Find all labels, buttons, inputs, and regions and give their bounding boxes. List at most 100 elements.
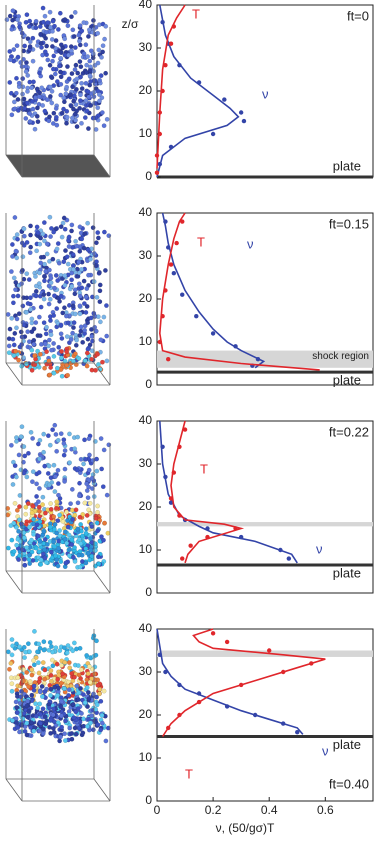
profile-point [171,271,177,276]
particle [25,501,31,506]
particle [5,506,11,511]
y-tick-label: 0 [145,793,152,807]
particle [97,288,103,294]
particle [21,226,27,232]
particle [41,529,47,534]
particle [25,73,31,78]
particle [33,545,39,551]
particle [82,500,88,506]
particle [73,62,79,68]
particle [63,560,69,566]
profile-point [157,110,163,115]
particle [35,533,41,539]
particle [70,252,76,257]
particle [27,39,33,45]
profile-point [166,245,171,250]
particle [4,17,10,23]
particle [17,644,22,650]
particle [15,236,20,242]
particle [20,84,26,90]
particle [62,536,68,542]
particle [69,736,75,742]
y-tick-label: 20 [139,499,153,513]
particle [42,714,48,720]
particle [74,337,79,343]
profile-point [166,725,171,731]
particle [53,114,59,120]
x-axis-label: ν, (50/gσ)T [216,821,275,835]
particle [37,539,43,544]
particle [24,720,30,726]
particle [37,241,43,247]
particle [27,250,33,256]
box-edge [93,362,111,386]
profile-point [163,474,168,480]
particle [32,353,38,359]
particle [27,44,33,49]
particle [77,514,83,520]
particle [10,300,16,306]
particle [103,23,109,29]
particle [10,254,15,259]
particle [48,717,54,723]
particle [100,484,106,490]
particle [89,348,95,354]
particle [73,102,79,108]
particle [72,351,78,357]
particle [72,674,77,680]
particle [48,506,54,512]
particle [86,436,92,442]
particle [50,58,55,64]
particle [84,350,90,356]
particle [36,314,42,320]
particle [20,547,25,553]
particle [41,254,47,260]
particle [33,713,39,719]
particle [51,313,57,318]
particle [85,671,91,677]
shock-band [157,350,373,368]
particle [94,694,99,700]
particle [28,429,34,435]
particle [15,97,21,102]
particle [41,220,47,225]
particle [14,720,19,725]
particle [38,235,44,241]
particle [30,436,36,441]
particle [72,287,78,293]
particle [51,514,57,520]
particle [20,303,26,309]
particle [84,653,90,658]
particle [90,115,96,121]
particle [97,270,102,275]
particle [81,20,87,25]
particle [71,98,77,104]
particle [48,501,54,506]
particle [77,98,83,103]
particle [29,672,35,678]
particle [31,728,37,734]
particle [86,272,91,278]
particle [9,537,15,543]
particle [65,372,71,378]
particle [55,481,61,486]
particle [62,273,68,279]
particle [10,482,16,487]
particle [69,48,74,54]
particle [94,294,100,300]
profile-point [168,262,174,267]
particle [11,47,17,52]
particle [80,339,86,345]
particle [21,233,27,239]
particle [38,304,44,310]
particle [19,281,24,287]
particle [94,702,100,708]
particle [103,70,109,76]
particle [33,274,38,279]
particle [75,706,81,711]
particle [36,641,42,647]
particle [58,293,64,299]
plate-label: plate [333,565,361,580]
particle [85,550,91,556]
particle [38,31,44,37]
